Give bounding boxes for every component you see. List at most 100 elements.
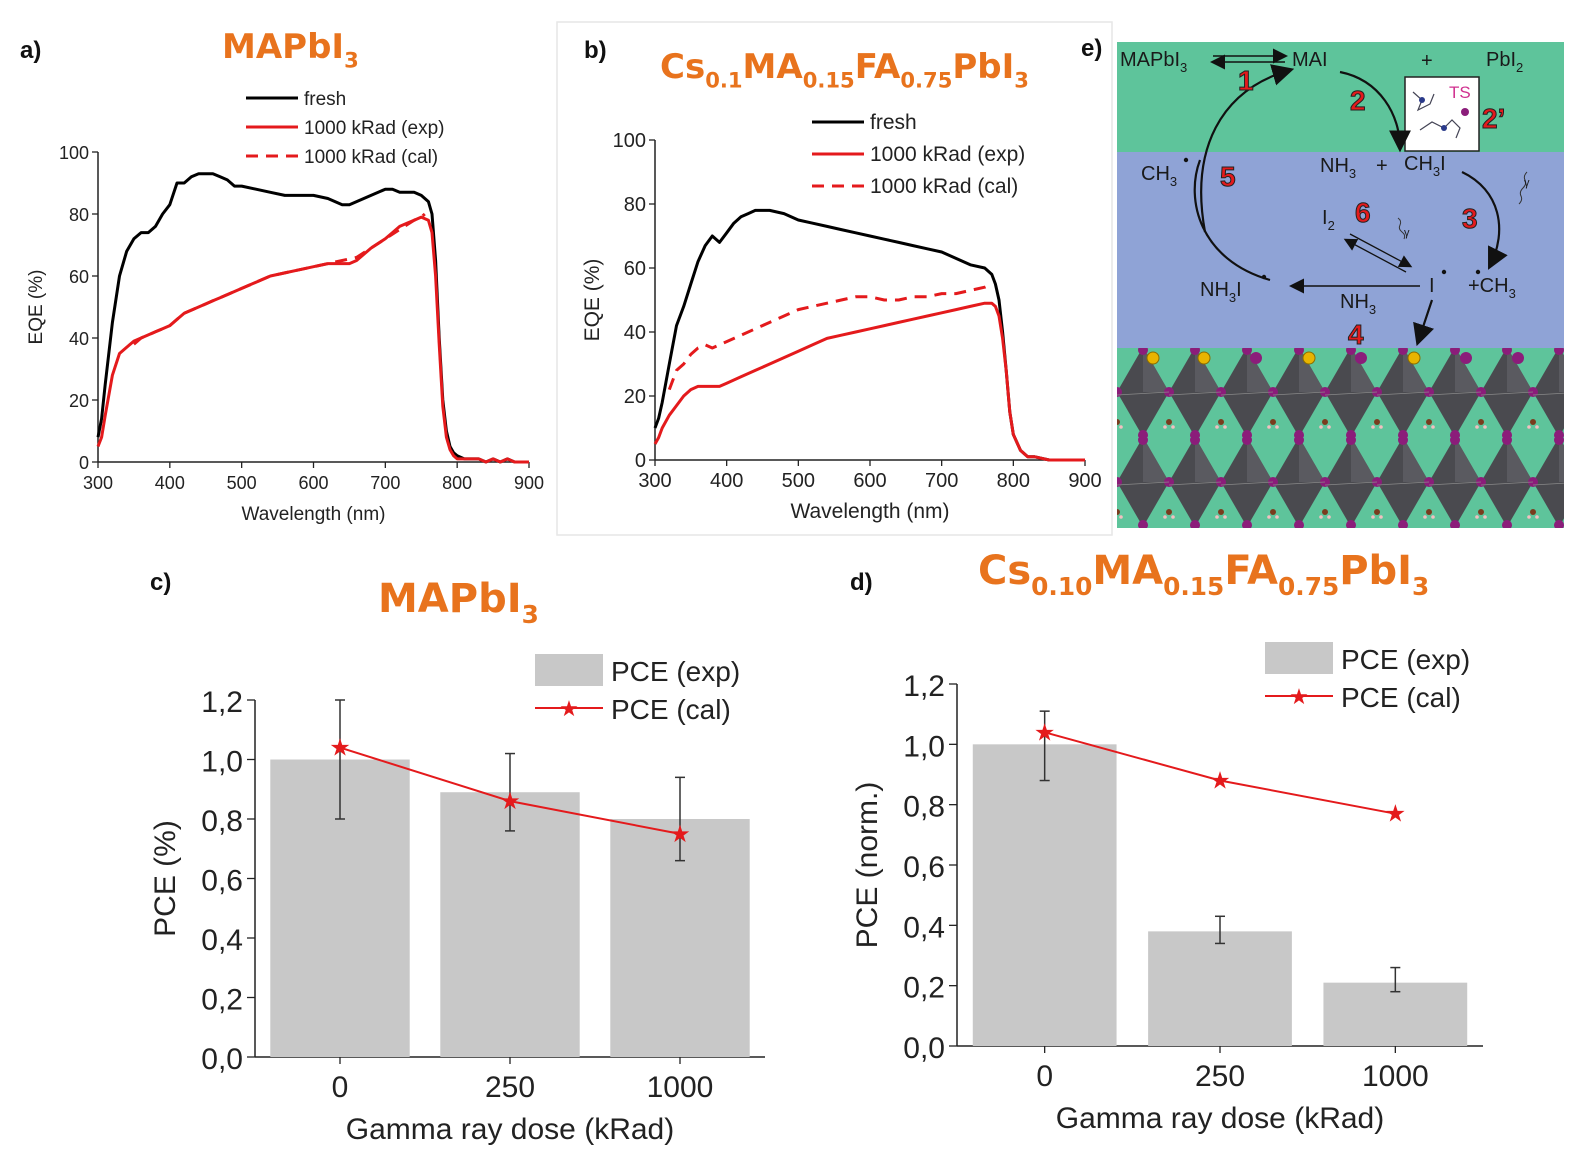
series-line-1 xyxy=(96,215,529,464)
panel-label-a: a) xyxy=(20,37,41,64)
cal-point-star: ★ xyxy=(329,734,351,762)
x-tick-label: 600 xyxy=(853,470,886,492)
y-axis-label: PCE (norm.) xyxy=(851,782,884,949)
bar-1 xyxy=(1148,931,1292,1046)
y-tick-label: 20 xyxy=(624,386,646,408)
chart-title: Cs0.10MA0.15FA0.75PbI3 xyxy=(978,548,1429,601)
x-axis-label: Gamma ray dose (kRad) xyxy=(1056,1102,1384,1135)
y-tick-label: 100 xyxy=(613,130,646,152)
x-tick-label: 900 xyxy=(1068,470,1101,492)
y-axis-label: EQE (%) xyxy=(26,270,47,345)
legend-entry: 1000 kRad (cal) xyxy=(304,147,438,168)
ts-molecule-icon xyxy=(1412,91,1469,139)
y-tick-label: 100 xyxy=(59,143,89,163)
x-tick-label: 300 xyxy=(83,473,113,493)
y-tick-label: 60 xyxy=(69,267,89,287)
perovskite-lattice xyxy=(1117,348,1564,528)
scheme-nh3i: NH3I xyxy=(1200,279,1242,305)
step-5-number: 5 xyxy=(1220,161,1236,192)
gamma-label: γ xyxy=(1524,177,1530,189)
equilibrium-arrow-i2 xyxy=(1349,233,1413,268)
scheme-ch3-left: CH3 xyxy=(1141,163,1177,189)
scheme-i-radical: I xyxy=(1429,275,1435,297)
step-2-number: 2 xyxy=(1350,85,1366,116)
x-tick-label: 700 xyxy=(370,473,400,493)
y-tick-label: 40 xyxy=(69,329,89,349)
y-tick-label: 1,0 xyxy=(201,746,243,779)
equilibrium-arrow-i2-back xyxy=(1343,238,1407,273)
legend-entry: 1000 kRad (exp) xyxy=(304,118,444,139)
arrow-nh3i-loop xyxy=(1193,159,1271,282)
legend-star: ★ xyxy=(559,697,579,722)
y-tick-label: 0,8 xyxy=(903,791,945,824)
x-axis-label: Wavelength (nm) xyxy=(242,504,386,525)
series-line-2 xyxy=(132,212,426,346)
panel-label-d: d) xyxy=(850,569,873,596)
legend-swatch-bar xyxy=(535,654,603,686)
chart-d: Cs0.10MA0.15FA0.75PbI3 0,0 0,2 0,4 0,6 0,8 1,0… xyxy=(851,548,1483,1135)
scheme-plus-ch3: +CH3 xyxy=(1468,275,1516,301)
y-tick-label: 0 xyxy=(635,450,646,472)
scheme-top-layer xyxy=(1117,42,1564,152)
y-tick-label: 1,2 xyxy=(903,670,945,703)
legend-entry: PCE (cal) xyxy=(611,694,731,725)
y-tick-label: 0,6 xyxy=(201,865,243,898)
y-tick-label: 60 xyxy=(624,258,646,280)
y-tick-label: 1,0 xyxy=(903,730,945,763)
scheme-ts-label: TS xyxy=(1449,83,1471,102)
legend-entry: fresh xyxy=(304,89,346,110)
scheme-nh3-arrow: NH3 xyxy=(1340,291,1376,317)
cal-point-star: ★ xyxy=(1385,800,1407,828)
cal-point-star: ★ xyxy=(1209,767,1231,795)
legend-entry: fresh xyxy=(870,111,917,134)
scheme-ch3i: CH3I xyxy=(1404,153,1446,179)
x-tick-label: 400 xyxy=(155,473,185,493)
series-line-0 xyxy=(653,208,1085,462)
x-tick-label: 900 xyxy=(514,473,544,493)
y-axis-label: PCE (%) xyxy=(149,820,182,937)
cal-point-star: ★ xyxy=(499,787,521,815)
scheme-i2: I2 xyxy=(1322,207,1335,233)
legend-entry: PCE (exp) xyxy=(611,656,740,687)
y-tick-label: 0,2 xyxy=(201,984,243,1017)
x-tick-label: 250 xyxy=(485,1071,535,1104)
x-tick-label: 700 xyxy=(925,470,958,492)
arrow-step-2 xyxy=(1339,70,1411,153)
scheme-plus-mid: + xyxy=(1376,155,1388,177)
x-tick-label: 600 xyxy=(298,473,328,493)
transition-state-box xyxy=(1404,76,1480,152)
x-tick-label: 800 xyxy=(997,470,1030,492)
x-tick-label: 0 xyxy=(1036,1060,1053,1093)
radical-dot xyxy=(1475,269,1481,275)
arrow-step-5-to-mai xyxy=(1200,64,1295,233)
scheme-mapbi3: MAPbI3 xyxy=(1120,49,1187,75)
x-tick-label: 0 xyxy=(332,1071,349,1104)
bar-0 xyxy=(972,744,1117,1046)
surface-atoms xyxy=(1146,351,1524,365)
cal-line xyxy=(1044,731,1396,815)
legend-star: ★ xyxy=(1289,685,1309,710)
arrow-step-3 xyxy=(1461,171,1508,270)
reaction-scheme: MAPbI3 MAI + PbI2 TS CH3 NH3 + CH3I I2 N… xyxy=(1117,42,1564,528)
y-tick-label: 1,2 xyxy=(201,686,243,719)
x-axis-label: Wavelength (nm) xyxy=(790,500,949,523)
legend-swatch-bar xyxy=(1265,642,1333,674)
step-6-number: 6 xyxy=(1355,197,1371,228)
arrow-step-4 xyxy=(1413,299,1435,347)
y-tick-label: 40 xyxy=(624,322,646,344)
x-tick-label: 800 xyxy=(442,473,472,493)
chart-title: Cs0.1MA0.15FA0.75PbI3 xyxy=(660,47,1029,93)
x-tick-label: 300 xyxy=(638,470,671,492)
gamma-label-2: γ xyxy=(1404,227,1410,239)
y-axis-label: EQE (%) xyxy=(581,259,604,342)
x-tick-label: 1000 xyxy=(647,1071,714,1104)
scheme-mai: MAI xyxy=(1292,49,1328,71)
bar-1 xyxy=(440,792,580,1057)
radical-dot xyxy=(1183,157,1189,163)
chart-title: MAPbI3 xyxy=(378,576,539,629)
scheme-plus-top: + xyxy=(1421,50,1433,72)
step-3-number: 3 xyxy=(1462,203,1478,234)
scheme-pbi2: PbI2 xyxy=(1486,49,1523,75)
